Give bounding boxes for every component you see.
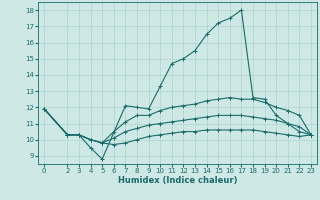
X-axis label: Humidex (Indice chaleur): Humidex (Indice chaleur) (118, 176, 237, 185)
